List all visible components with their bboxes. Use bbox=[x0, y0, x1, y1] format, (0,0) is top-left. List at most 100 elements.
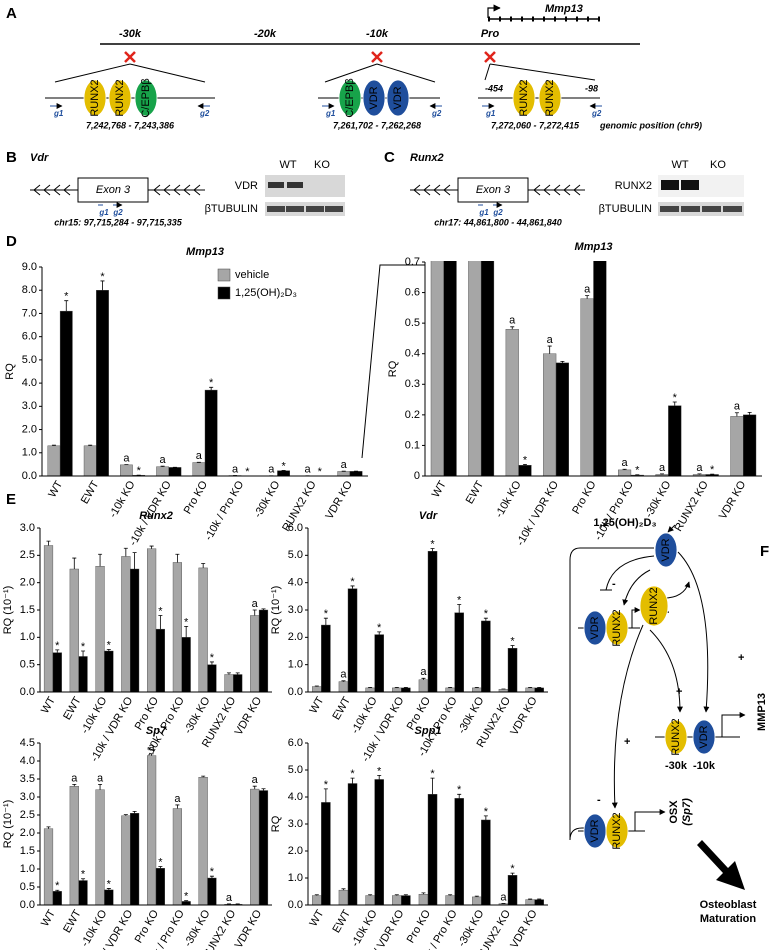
y-tick-label: 4.0 bbox=[20, 755, 35, 767]
error-bar bbox=[132, 811, 137, 814]
blot bbox=[265, 175, 345, 216]
bar bbox=[207, 877, 217, 905]
error-bar bbox=[368, 894, 373, 896]
y-tick-label: 2.0 bbox=[20, 577, 35, 589]
bar bbox=[95, 789, 105, 905]
y-tick-label: 0.0 bbox=[288, 686, 303, 698]
error-bar bbox=[547, 345, 552, 354]
error-bar bbox=[483, 617, 488, 621]
bar bbox=[534, 899, 544, 905]
bar bbox=[321, 802, 331, 905]
bar bbox=[312, 686, 322, 692]
note: genomic position (chr9) bbox=[599, 120, 702, 130]
error-bar bbox=[421, 677, 426, 680]
error-bar bbox=[252, 609, 257, 616]
factor-oval bbox=[664, 719, 688, 755]
error-bar bbox=[421, 892, 426, 895]
site-label: -30k bbox=[665, 760, 688, 772]
significance-mark: * bbox=[137, 465, 142, 477]
y-axis-label: RQ (10⁻¹) bbox=[270, 586, 282, 635]
significance-mark: a bbox=[622, 457, 629, 469]
error-bar bbox=[448, 686, 453, 688]
factor-label: C/EPBβ bbox=[344, 78, 356, 117]
sp7-label: (Sp7) bbox=[681, 798, 693, 826]
legend-label: 1,25(OH)₂D₃ bbox=[235, 287, 297, 299]
y-tick-label: 0.0 bbox=[20, 899, 35, 911]
y-tick-label: 6.0 bbox=[22, 331, 37, 343]
x-tick-label: -10k KO bbox=[107, 479, 138, 520]
coordinates: chr15: 97,715,284 - 97,715,335 bbox=[54, 217, 183, 227]
sign: - bbox=[597, 794, 601, 806]
bar bbox=[155, 628, 165, 692]
legend-swatch bbox=[217, 286, 231, 300]
error-bar bbox=[201, 563, 206, 568]
blot bbox=[658, 175, 744, 216]
y-tick-label: 1.0 bbox=[288, 872, 303, 884]
position-label: -10k bbox=[366, 28, 389, 40]
significance-mark: * bbox=[158, 856, 163, 868]
x-tick-label: EWT bbox=[330, 908, 353, 935]
osx-label: OSX bbox=[668, 800, 680, 824]
significance-mark: a bbox=[252, 598, 259, 610]
significance-mark: a bbox=[123, 453, 130, 465]
error-bar bbox=[55, 649, 60, 653]
error-bar bbox=[585, 295, 590, 299]
plot-area bbox=[47, 280, 363, 476]
significance-mark: * bbox=[350, 768, 355, 780]
guide-label: g1 bbox=[53, 109, 64, 118]
significance-mark: * bbox=[457, 594, 462, 606]
error-bar bbox=[473, 69, 477, 78]
significance-mark: a bbox=[584, 284, 591, 296]
error-bar bbox=[457, 604, 462, 613]
panel-label: D bbox=[6, 233, 17, 250]
error-bar bbox=[483, 815, 488, 820]
x-tick-label: EWT bbox=[330, 695, 353, 722]
error-bar bbox=[98, 784, 103, 790]
chart-title: Mmp13 bbox=[186, 246, 224, 258]
bar bbox=[507, 648, 518, 692]
significance-mark: * bbox=[81, 641, 86, 653]
significance-mark: a bbox=[547, 334, 554, 346]
error-bar bbox=[474, 686, 479, 688]
y-axis-label: RQ bbox=[4, 363, 16, 380]
error-bar bbox=[261, 788, 266, 791]
bar bbox=[130, 568, 140, 692]
factor-label: VDR bbox=[589, 616, 601, 639]
y-tick-label: 6.0 bbox=[288, 737, 303, 749]
y-tick-label: 6.0 bbox=[288, 522, 303, 534]
bar bbox=[418, 894, 429, 905]
error-bar bbox=[158, 615, 163, 630]
significance-mark: * bbox=[81, 869, 86, 881]
significance-mark: * bbox=[510, 863, 515, 875]
lane-label: WT bbox=[279, 159, 296, 171]
y-tick-label: 2.0 bbox=[288, 631, 303, 643]
error-bar bbox=[368, 686, 373, 688]
bar bbox=[525, 899, 535, 905]
bar bbox=[147, 755, 157, 905]
significance-mark: * bbox=[673, 392, 678, 404]
error-bar bbox=[350, 777, 355, 784]
coordinates: 7,261,702 - 7,262,268 bbox=[333, 120, 421, 130]
error-bar bbox=[72, 557, 77, 569]
bar bbox=[505, 329, 519, 476]
bar bbox=[337, 471, 351, 476]
bar bbox=[78, 880, 88, 905]
x-tick-label: Pro KO bbox=[405, 908, 434, 946]
bar bbox=[580, 298, 594, 476]
y-tick-label: 2.0 bbox=[288, 845, 303, 857]
error-bar bbox=[510, 645, 515, 649]
panel-label: F bbox=[760, 543, 769, 560]
error-bar bbox=[537, 686, 542, 688]
significance-mark: * bbox=[430, 768, 435, 780]
significance-mark: a bbox=[71, 772, 78, 784]
bar bbox=[454, 798, 464, 905]
region-end: -98 bbox=[585, 83, 598, 93]
y-tick-label: 0.7 bbox=[405, 256, 420, 268]
error-bar bbox=[100, 280, 105, 291]
y-tick-label: 2.0 bbox=[20, 827, 35, 839]
factor-label: VDR bbox=[589, 819, 601, 842]
bar bbox=[392, 895, 402, 905]
legend-swatch bbox=[217, 268, 231, 282]
bar bbox=[147, 548, 157, 692]
bar bbox=[430, 261, 444, 476]
